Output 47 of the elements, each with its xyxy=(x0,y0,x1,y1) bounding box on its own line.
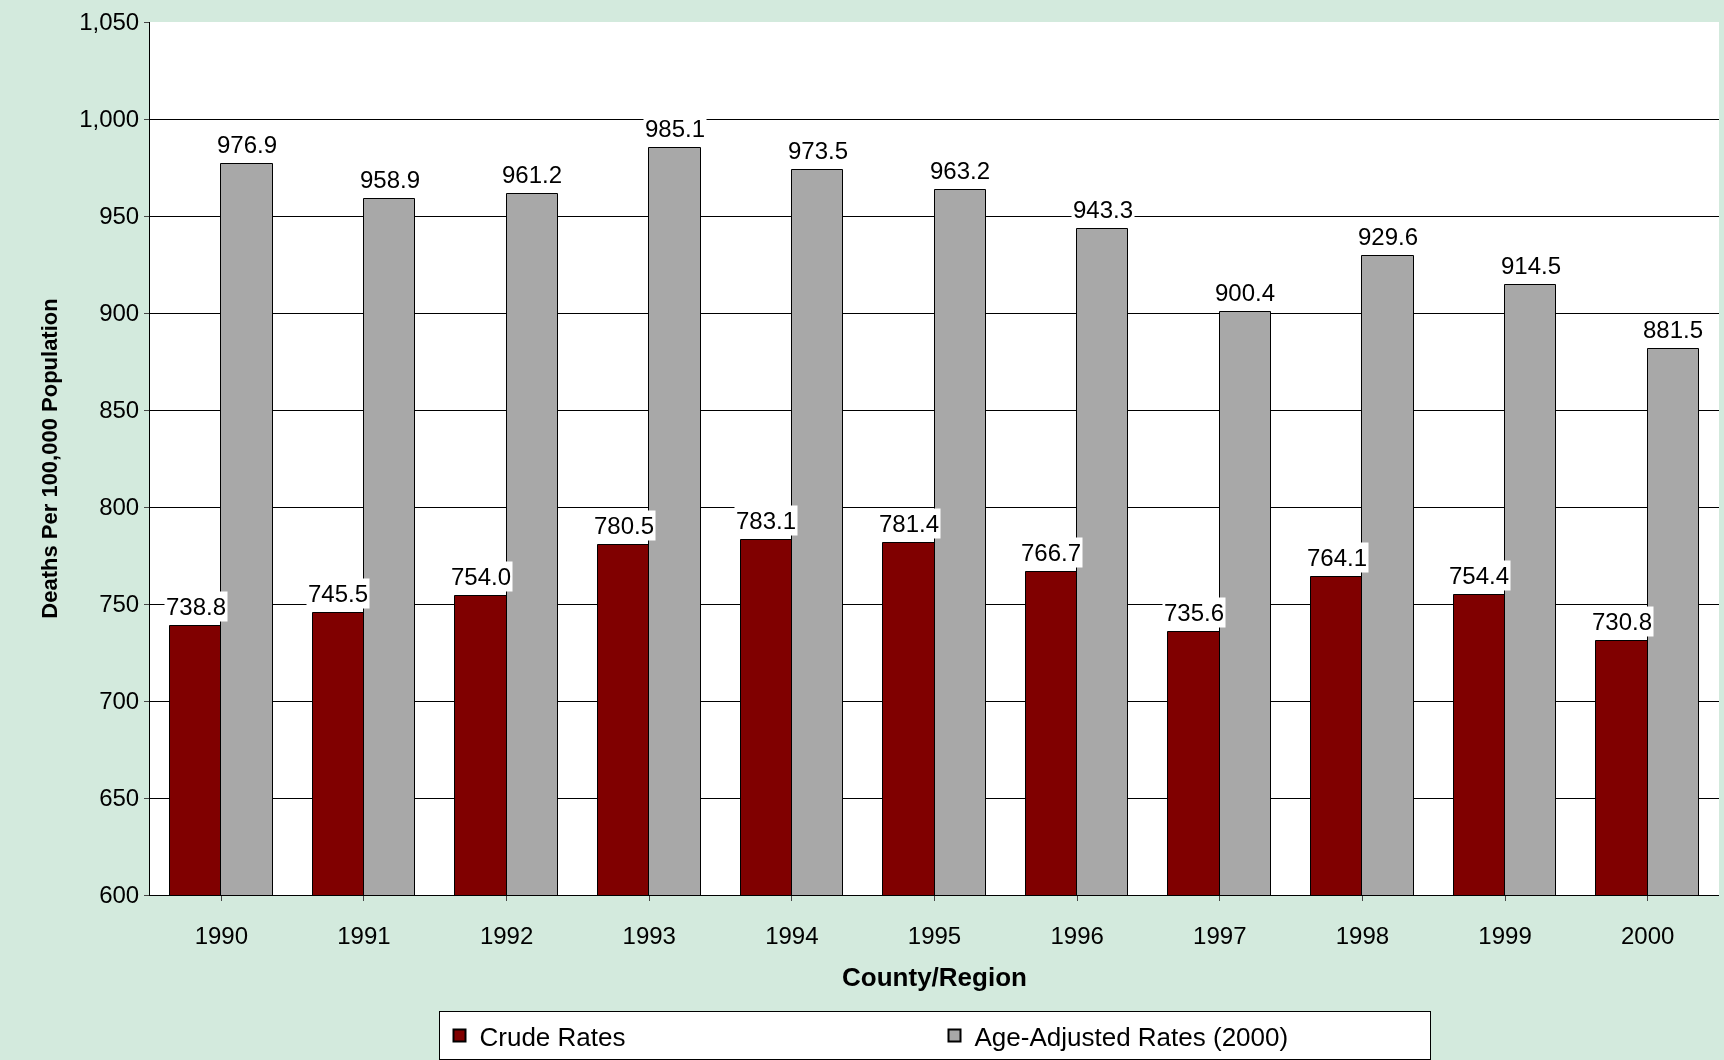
y-tick-label: 1,000 xyxy=(79,105,140,133)
data-label: 881.5 xyxy=(1643,316,1704,343)
data-label: 764.1 xyxy=(1307,544,1368,571)
x-tick-label: 1994 xyxy=(765,921,819,949)
y-axis-title: Deaths Per 100,000 Population xyxy=(36,298,62,619)
data-label: 766.7 xyxy=(1021,539,1082,566)
data-label: 745.5 xyxy=(308,580,369,607)
y-tick-label: 650 xyxy=(99,784,140,812)
data-label: 973.5 xyxy=(788,137,849,164)
legend-label: Crude Rates xyxy=(479,1021,626,1052)
y-tick-label: 800 xyxy=(99,493,140,521)
data-label: 914.5 xyxy=(1501,252,1562,279)
y-tick-label: 1,050 xyxy=(79,8,140,36)
y-tick-label: 850 xyxy=(99,396,140,424)
x-tick-label: 1998 xyxy=(1335,921,1390,949)
y-tick-label: 900 xyxy=(99,299,140,327)
data-label: 738.8 xyxy=(166,593,227,620)
data-label: 780.5 xyxy=(594,512,655,539)
data-label: 783.1 xyxy=(736,507,797,534)
x-tick-label: 1999 xyxy=(1478,921,1532,949)
data-label: 963.2 xyxy=(930,157,991,184)
x-tick-label: 1997 xyxy=(1193,921,1247,949)
data-label: 754.4 xyxy=(1449,562,1510,589)
data-label: 985.1 xyxy=(645,115,706,142)
y-tick-label: 700 xyxy=(99,687,140,715)
data-label: 754.0 xyxy=(451,563,512,590)
data-label: 976.9 xyxy=(217,131,278,158)
x-tick-label: 1990 xyxy=(194,921,249,949)
y-tick-label: 750 xyxy=(99,590,140,618)
data-label: 781.4 xyxy=(879,510,940,537)
x-tick-label: 2000 xyxy=(1620,921,1675,949)
x-tick-label: 1991 xyxy=(337,921,391,949)
x-tick-label: 1996 xyxy=(1050,921,1104,949)
x-axis-title: County/Region xyxy=(842,962,1027,993)
data-label: 943.3 xyxy=(1073,196,1134,223)
x-tick-label: 1993 xyxy=(622,921,676,949)
data-label: 730.8 xyxy=(1592,608,1653,635)
y-tick-label: 950 xyxy=(99,202,140,230)
y-tick-label: 600 xyxy=(99,881,140,909)
legend-label: Age-Adjusted Rates (2000) xyxy=(974,1021,1289,1052)
data-label: 735.6 xyxy=(1164,599,1225,626)
data-label: 958.9 xyxy=(360,166,421,193)
data-label: 900.4 xyxy=(1215,279,1276,306)
x-tick-label: 1992 xyxy=(479,921,534,949)
data-label: 929.6 xyxy=(1358,223,1419,250)
x-tick-label: 1995 xyxy=(907,921,962,949)
data-label: 961.2 xyxy=(502,161,563,188)
